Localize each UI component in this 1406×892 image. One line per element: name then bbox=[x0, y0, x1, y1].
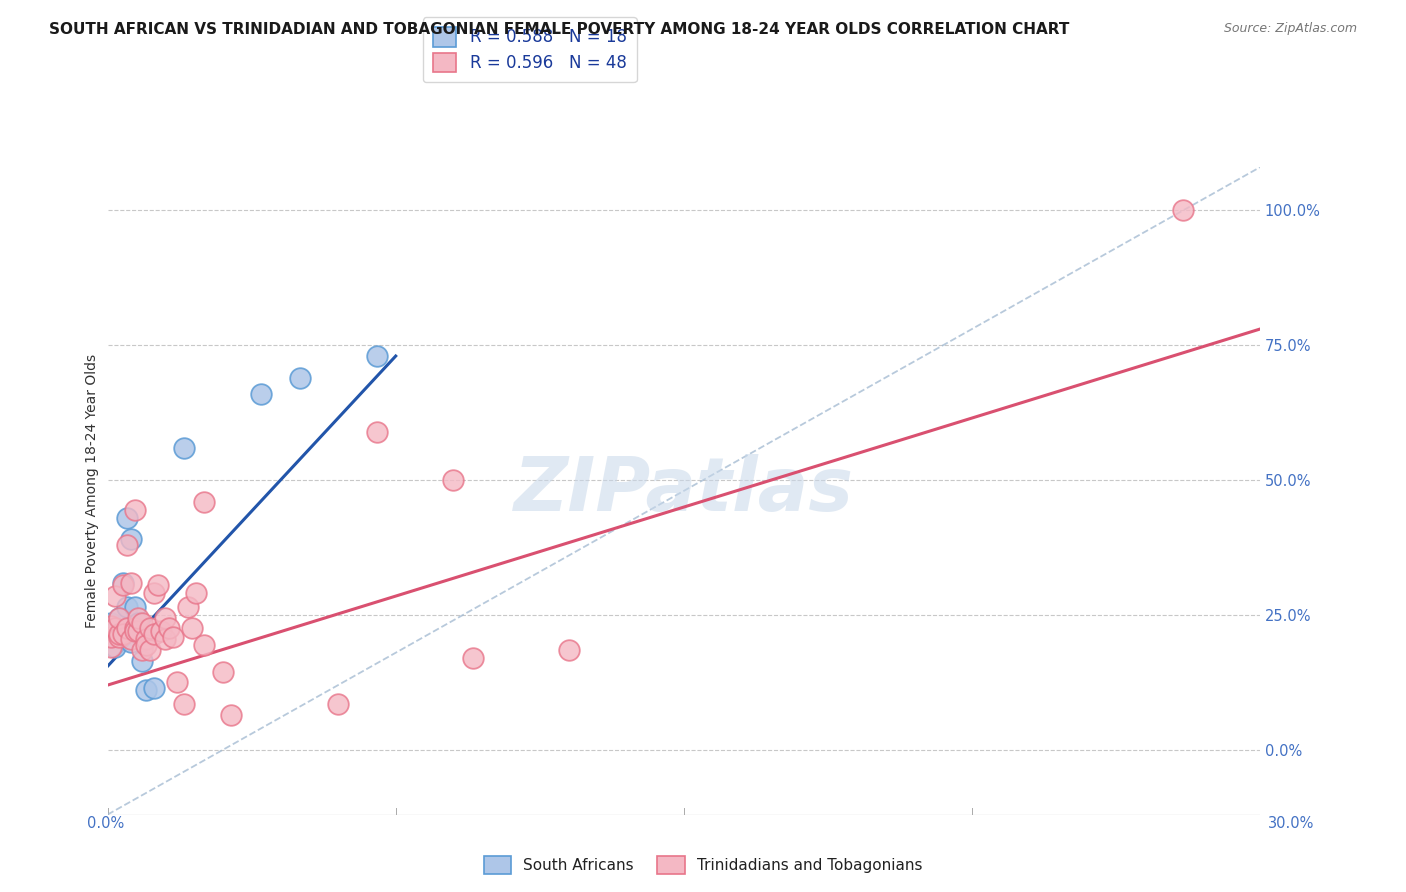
Point bbox=[142, 681, 165, 695]
Point bbox=[1171, 203, 1194, 218]
Point bbox=[157, 622, 180, 636]
Point bbox=[124, 624, 146, 639]
Point bbox=[120, 635, 142, 649]
Point bbox=[139, 622, 162, 636]
Point bbox=[115, 622, 138, 636]
Point bbox=[166, 675, 188, 690]
Point bbox=[124, 599, 146, 614]
Point bbox=[120, 575, 142, 590]
Point bbox=[115, 538, 138, 552]
Point bbox=[146, 578, 169, 592]
Point bbox=[193, 494, 215, 508]
Point bbox=[135, 683, 157, 698]
Point bbox=[557, 643, 579, 657]
Point bbox=[108, 630, 131, 644]
Point bbox=[124, 622, 146, 636]
Point bbox=[219, 707, 242, 722]
Point bbox=[111, 627, 134, 641]
Point bbox=[104, 640, 127, 655]
Point bbox=[142, 586, 165, 600]
Point bbox=[250, 386, 273, 401]
Point bbox=[120, 632, 142, 647]
Point bbox=[162, 630, 184, 644]
Point bbox=[120, 533, 142, 547]
Point bbox=[104, 589, 127, 603]
Y-axis label: Female Poverty Among 18-24 Year Olds: Female Poverty Among 18-24 Year Olds bbox=[86, 354, 100, 628]
Point bbox=[111, 575, 134, 590]
Point bbox=[177, 599, 200, 614]
Point bbox=[366, 425, 388, 439]
Point bbox=[127, 624, 149, 639]
Point bbox=[100, 619, 122, 633]
Point bbox=[127, 610, 149, 624]
Point bbox=[193, 638, 215, 652]
Point bbox=[135, 638, 157, 652]
Point bbox=[212, 665, 235, 679]
Point bbox=[127, 615, 149, 630]
Point bbox=[288, 370, 311, 384]
Point bbox=[100, 615, 122, 630]
Point bbox=[131, 654, 153, 668]
Point bbox=[100, 627, 122, 641]
Point bbox=[155, 610, 177, 624]
Point bbox=[115, 511, 138, 525]
Point bbox=[108, 610, 131, 624]
Point bbox=[184, 586, 207, 600]
Point bbox=[150, 624, 173, 639]
Point bbox=[115, 599, 138, 614]
Text: 30.0%: 30.0% bbox=[1268, 816, 1315, 831]
Point bbox=[139, 643, 162, 657]
Point bbox=[124, 502, 146, 516]
Point bbox=[104, 622, 127, 636]
Point bbox=[181, 622, 204, 636]
Text: ZIPatlas: ZIPatlas bbox=[513, 454, 853, 527]
Point bbox=[441, 473, 464, 487]
Point bbox=[131, 643, 153, 657]
Text: Source: ZipAtlas.com: Source: ZipAtlas.com bbox=[1223, 22, 1357, 36]
Text: 0.0%: 0.0% bbox=[87, 816, 124, 831]
Text: SOUTH AFRICAN VS TRINIDADIAN AND TOBAGONIAN FEMALE POVERTY AMONG 18-24 YEAR OLDS: SOUTH AFRICAN VS TRINIDADIAN AND TOBAGON… bbox=[49, 22, 1070, 37]
Point bbox=[461, 651, 484, 665]
Point bbox=[111, 578, 134, 592]
Point bbox=[326, 697, 349, 711]
Point bbox=[108, 627, 131, 641]
Point bbox=[155, 632, 177, 647]
Point bbox=[100, 640, 122, 655]
Point bbox=[173, 697, 195, 711]
Point bbox=[100, 630, 122, 644]
Point bbox=[135, 632, 157, 647]
Point bbox=[131, 615, 153, 630]
Point bbox=[142, 627, 165, 641]
Legend: South Africans, Trinidadians and Tobagonians: South Africans, Trinidadians and Tobagon… bbox=[478, 850, 928, 880]
Point bbox=[108, 610, 131, 624]
Point bbox=[366, 349, 388, 363]
Legend: R = 0.588   N = 18, R = 0.596   N = 48: R = 0.588 N = 18, R = 0.596 N = 48 bbox=[423, 17, 637, 82]
Point bbox=[173, 441, 195, 455]
